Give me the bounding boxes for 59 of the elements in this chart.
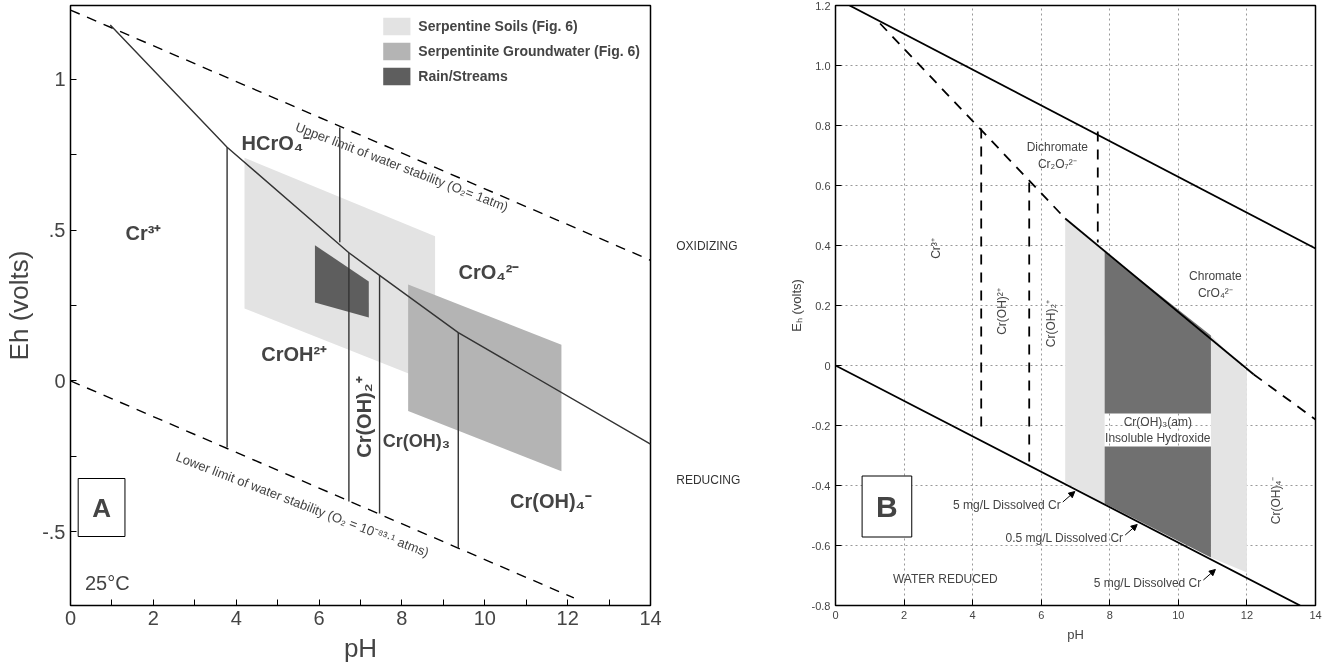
- x-tick-label: 6: [313, 606, 325, 629]
- y-tick-label: 1.0: [815, 59, 831, 72]
- y-tick-label: .5: [48, 219, 66, 242]
- annotation: Cr(OH)²⁺: [995, 288, 1010, 335]
- y-tick-label: 0: [824, 359, 831, 372]
- annotation: 25°C: [85, 571, 130, 594]
- annotation: B: [876, 490, 898, 523]
- y-tick-label: 1: [54, 68, 66, 91]
- x-tick-label: 0: [832, 608, 839, 621]
- x-tick-label: 2: [901, 608, 908, 621]
- y-tick-label: 0: [54, 369, 66, 392]
- y-tick-label: 0.8: [815, 119, 831, 132]
- annotation: 0.5 mg/L Dissolved Cr: [1005, 531, 1124, 545]
- y-tick-label: -0.6: [811, 539, 831, 552]
- annotation: CrO₄²⁻: [458, 261, 520, 284]
- annotation: Cr(OH)₂⁺: [353, 376, 376, 458]
- y-tick-label: 0.6: [815, 179, 831, 192]
- annotation: Cr(OH)₄⁻: [510, 490, 593, 513]
- x-tick-label: 12: [1240, 608, 1254, 621]
- y-tick-label: 1.2: [815, 0, 831, 12]
- x-tick-label: 14: [1309, 608, 1322, 621]
- annotation: Dichromate Cr₂O₇²⁻: [1026, 140, 1089, 171]
- annotation: Cr(OH)₂⁺: [1044, 299, 1059, 348]
- annotation: CrOH²⁺: [261, 342, 328, 365]
- annotation: Cr³⁺: [125, 222, 162, 245]
- x-tick-label: 2: [147, 606, 159, 629]
- x-tick-label: 10: [473, 606, 496, 629]
- annotation: A: [92, 492, 112, 523]
- y-axis-title: Eh (volts): [4, 250, 35, 361]
- annotation: Cr³⁺: [929, 238, 944, 259]
- y-tick-label: -0.4: [811, 479, 831, 492]
- text: OXIDIZING: [676, 238, 738, 253]
- legend-label: Rain/Streams: [418, 68, 508, 84]
- x-axis-title: pH: [1067, 626, 1084, 642]
- annotation: Cr(OH)₄⁻: [1269, 476, 1284, 525]
- x-tick-label: 10: [1172, 608, 1185, 621]
- legend-label: Serpentine Soils (Fig. 6): [418, 18, 578, 34]
- x-tick-label: 8: [396, 606, 408, 629]
- x-axis-title: pH: [343, 632, 378, 663]
- annotation: WATER REDUCED: [892, 571, 998, 586]
- y-tick-label: -0.2: [811, 419, 831, 432]
- x-tick-label: 8: [1106, 608, 1113, 621]
- x-tick-label: 12: [556, 606, 579, 629]
- y-axis-title: Eₕ (volts): [788, 279, 804, 332]
- legend-label: Serpentinite Groundwater (Fig. 6): [418, 43, 640, 59]
- y-tick-label: -0.8: [811, 599, 831, 612]
- annotation: Chromate CrO₄²⁻: [1189, 269, 1243, 300]
- y-tick-label: -.5: [42, 520, 66, 543]
- annotation: 5 mg/L Dissolved Cr: [953, 498, 1061, 512]
- x-tick-label: 6: [1038, 608, 1045, 621]
- x-tick-label: 4: [969, 608, 976, 621]
- y-tick-label: 0.4: [815, 239, 831, 252]
- x-tick-label: 14: [639, 606, 662, 629]
- text: REDUCING: [676, 472, 741, 487]
- annotation: Cr(OH)₃(am) Insoluble Hydroxide: [1105, 414, 1211, 446]
- annotation: Cr(OH)₃: [382, 431, 451, 452]
- y-tick-label: 0.2: [815, 299, 831, 312]
- annotation: 5 mg/L Dissolved Cr: [1093, 576, 1202, 590]
- x-tick-label: 4: [230, 606, 242, 629]
